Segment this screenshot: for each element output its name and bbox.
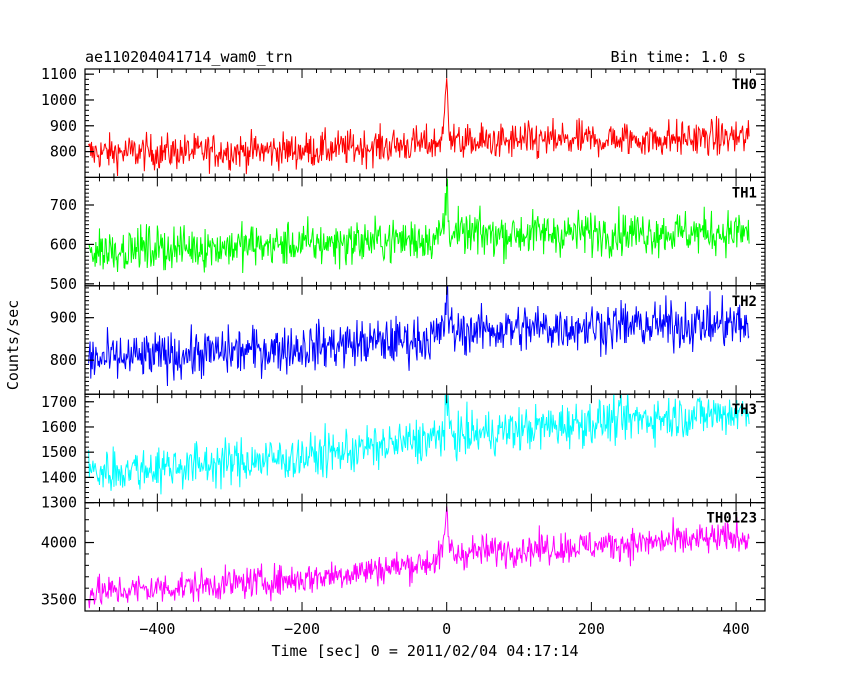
y-tick-label: 1500 [41,443,77,461]
y-tick-label: 4000 [41,534,77,552]
x-tick-label: −400 [139,620,175,638]
panel-label: TH3 [732,402,757,418]
panel-th2: TH2 800 900 [50,285,766,395]
y-tick-label: 900 [50,309,77,327]
panel-th1: TH1 500 600 700 [50,176,766,293]
x-tick-labels: −400 −200 0 200 400 [139,620,749,638]
y-tick-label: 3500 [41,591,77,609]
y-tick-label: 1400 [41,468,77,486]
panel-th3: TH3 1300 1400 1500 1600 1700 [41,393,766,512]
panel-label: TH2 [732,294,757,310]
y-tick-label: 500 [50,275,77,293]
x-tick-label: 0 [442,620,451,638]
panel-th0123: TH0123 3500 4000 [41,502,766,612]
panel-frame [84,393,766,504]
x-tick-label: −200 [284,620,320,638]
panel-label: TH0 [732,77,757,93]
panel-frame [84,285,766,395]
y-axis-label: Counts/sec [4,300,22,390]
y-tick-label: 1300 [41,494,77,512]
y-tick-label: 600 [50,235,77,253]
panel-th0: TH0 800 900 1000 1100 [41,65,766,179]
panel-frame [84,68,766,179]
panel-label: TH0123 [706,511,757,527]
y-tick-label: 1600 [41,418,77,436]
y-tick-label: 700 [50,196,77,214]
x-axis-label: Time [sec] 0 = 2011/02/04 04:17:14 [271,642,578,660]
series-line-th1 [88,178,750,274]
y-tick-label: 900 [50,117,77,135]
series-line-th0 [88,78,750,177]
x-tick-label: 200 [578,620,605,638]
y-tick-label: 1700 [41,393,77,411]
series-line-th2 [88,285,750,387]
series-line-th0123 [88,506,750,609]
bin-time-label: Bin time: 1.0 s [611,48,746,66]
y-tick-label: 1100 [41,65,77,83]
x-tick-label: 400 [723,620,750,638]
y-tick-label: 800 [50,143,77,161]
chart-title: ae110204041714_wam0_trn [85,48,293,66]
panel-label: TH1 [732,185,757,201]
panel-frame [84,502,766,612]
panels-group: TH080090010001100TH1500600700TH2800900TH… [41,65,766,612]
y-tick-label: 800 [50,351,77,369]
y-tick-label: 1000 [41,91,77,109]
series-line-th3 [88,394,750,495]
